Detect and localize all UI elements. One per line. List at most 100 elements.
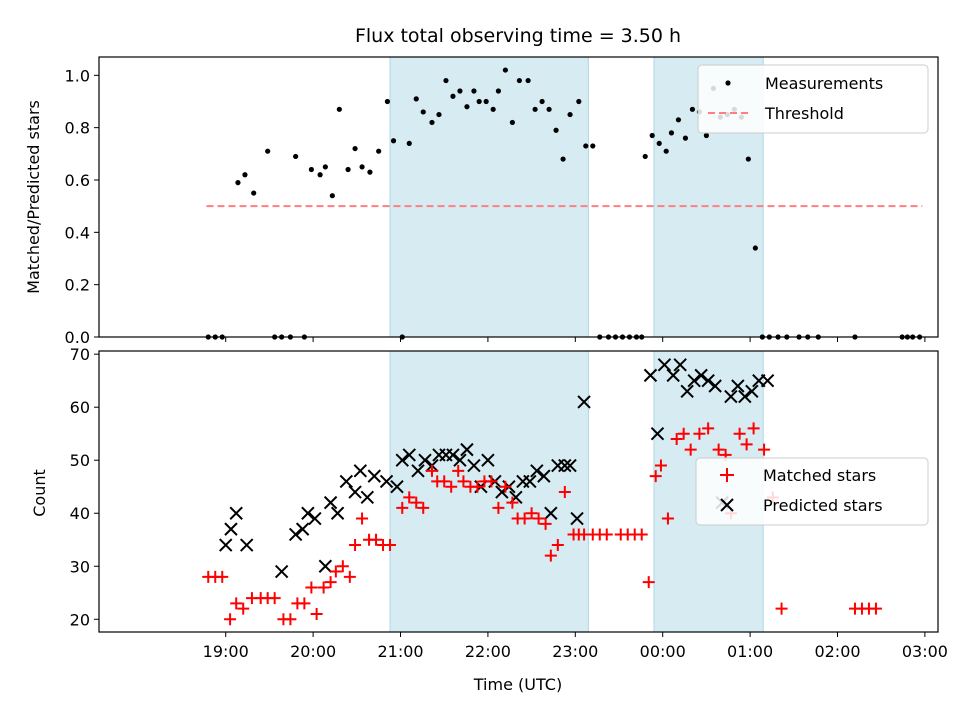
predicted-star-point [460,442,474,457]
matched-star-point [670,433,683,446]
top-ytick-label: 1.0 [65,66,90,85]
matched-star-point [485,475,498,488]
measurement-point [457,88,463,94]
matched-star-point [224,613,237,626]
bottom-y-axis-title: Count [30,469,49,517]
predicted-star-point [577,395,591,409]
bottom-ytick-label: 40 [70,504,90,523]
measurement-point [495,88,501,94]
matched-star-point [600,528,613,541]
predicted-star-point [724,389,738,404]
predicted-star-point [219,538,233,552]
measurement-point [450,93,456,99]
predicted-star-point [481,453,495,467]
legend-predicted-label: Predicted stars [763,496,883,515]
predicted-star-point [738,389,752,404]
matched-star-point [661,512,674,525]
matched-star-point [417,501,430,514]
predicted-star-point [339,474,354,489]
matched-star-point [684,443,697,456]
measurement-point [516,77,522,84]
measurement-point [352,145,358,152]
matched-star-point [869,602,882,615]
predicted-star-point [694,368,708,383]
legend-matched-label: Matched stars [763,466,876,485]
measurement-point [406,140,412,146]
measurement-point [436,111,442,118]
x-tick-label: 23:00 [552,642,598,661]
legend-threshold-label: Threshold [764,104,844,123]
matched-star-point [445,480,458,493]
legend-top-box [697,64,929,134]
matched-star-point [551,539,564,552]
measurement-point [546,106,552,112]
shaded-interval-0 [390,57,589,337]
predicted-star-point [239,538,254,552]
legend-predicted-marker [720,498,734,512]
matched-star-point [317,581,330,594]
legend-measurements-marker [725,80,731,86]
measurement-point [583,143,589,149]
matched-star-point [425,464,438,477]
measurement-point [308,166,314,173]
matched-star-point [677,427,690,440]
measurement-point [317,172,323,178]
x-axis-title: Time (UTC) [473,675,562,694]
matched-star-point [518,512,531,525]
measurement-point [525,77,531,84]
measurement-point [642,153,648,160]
predicted-star-point [379,474,394,489]
matched-star-point [525,507,538,520]
matched-star-point [237,602,250,615]
bottom-ytick-label: 50 [70,451,90,470]
measurement-point [539,98,545,105]
bottom-y-axis: 20 30 40 50 60 70 [70,345,99,629]
matched-star-point [384,539,397,552]
matched-star-point [740,438,753,451]
predicted-star-point [348,485,362,499]
measurement-point [359,164,365,170]
measurement-point [509,119,515,126]
predicted-star-point [411,464,425,478]
measurement-point [384,98,391,105]
measurement-point [322,164,328,170]
matched-star-point [438,475,451,488]
panel-bottom: 20 30 40 50 60 70 19:00 20:00 21:00 22:00 23:00 00… [30,345,948,694]
measurement-point [752,245,758,251]
matched-star-point [230,597,243,610]
legend-bottom: Matched stars Predicted stars [695,457,929,526]
measurement-point [367,169,373,175]
x-tick-label: 20:00 [290,642,336,661]
top-ytick-label: 0.6 [65,171,90,190]
predicted-star-point [745,384,759,399]
matched-star-point [702,422,715,435]
measurement-point [560,156,566,162]
matched-star-point [649,470,662,483]
measurement-point [336,106,342,112]
matched-star-point [298,597,311,610]
measurement-point [590,143,596,149]
measurement-point [532,106,538,112]
matched-star-point [506,496,519,509]
x-tick-label: 03:00 [902,642,948,661]
predicted-star-point [643,368,658,383]
measurement-point [576,98,582,105]
predicted-star-point [418,453,432,467]
measurement-point [251,190,257,196]
predicted-star-point [530,464,544,478]
measurement-point [668,130,675,136]
predicted-star-point [701,373,715,388]
measurement-point [649,132,655,139]
predicted-star-point [330,506,345,520]
matched-star-point [635,528,648,541]
legend-measurements-label: Measurements [765,74,883,93]
predicted-star-point [563,458,577,473]
matched-star-point [268,592,281,605]
measurement-point [329,193,335,199]
top-ytick-label: 0.4 [65,223,90,242]
measurement-point [443,77,449,84]
matched-star-point [324,576,337,589]
predicted-star-point [318,559,333,573]
bottom-ytick-label: 20 [70,610,90,629]
